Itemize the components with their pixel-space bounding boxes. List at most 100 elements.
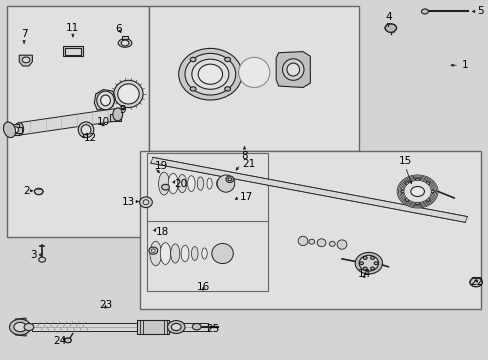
Text: 5: 5 bbox=[476, 6, 483, 17]
Circle shape bbox=[415, 178, 419, 181]
Circle shape bbox=[469, 278, 482, 287]
Circle shape bbox=[190, 87, 196, 91]
Text: 11: 11 bbox=[66, 23, 80, 33]
Ellipse shape bbox=[118, 84, 139, 104]
Ellipse shape bbox=[168, 173, 178, 194]
Ellipse shape bbox=[212, 249, 216, 258]
Ellipse shape bbox=[336, 240, 346, 249]
Ellipse shape bbox=[178, 48, 242, 100]
Text: 12: 12 bbox=[83, 134, 97, 143]
Ellipse shape bbox=[178, 175, 186, 193]
Ellipse shape bbox=[354, 252, 382, 274]
Bar bbox=[147, 221, 267, 291]
Circle shape bbox=[14, 322, 26, 332]
Ellipse shape bbox=[158, 172, 169, 195]
Ellipse shape bbox=[160, 243, 170, 264]
Ellipse shape bbox=[358, 255, 378, 271]
Circle shape bbox=[373, 262, 377, 265]
Text: 8: 8 bbox=[241, 151, 247, 161]
Ellipse shape bbox=[202, 248, 207, 259]
Circle shape bbox=[64, 338, 71, 343]
Ellipse shape bbox=[184, 53, 235, 95]
Polygon shape bbox=[15, 318, 26, 323]
Circle shape bbox=[400, 190, 404, 193]
Circle shape bbox=[370, 256, 374, 259]
Ellipse shape bbox=[398, 176, 436, 207]
Bar bbox=[122, 36, 128, 40]
Ellipse shape bbox=[113, 108, 122, 121]
Ellipse shape bbox=[151, 249, 155, 252]
Circle shape bbox=[190, 57, 196, 62]
Ellipse shape bbox=[317, 239, 325, 247]
Circle shape bbox=[363, 256, 366, 259]
Text: 24: 24 bbox=[53, 336, 66, 346]
Ellipse shape bbox=[282, 59, 304, 80]
Circle shape bbox=[410, 186, 424, 197]
Bar bbox=[7, 127, 21, 133]
Polygon shape bbox=[19, 55, 32, 66]
Ellipse shape bbox=[191, 59, 228, 89]
Bar bbox=[63, 46, 82, 56]
Circle shape bbox=[405, 198, 408, 201]
Ellipse shape bbox=[286, 63, 299, 76]
Text: 3: 3 bbox=[31, 250, 37, 260]
Text: 22: 22 bbox=[469, 277, 483, 287]
Ellipse shape bbox=[181, 245, 188, 262]
Circle shape bbox=[167, 320, 184, 333]
Ellipse shape bbox=[101, 95, 110, 106]
Text: 1: 1 bbox=[461, 60, 467, 70]
Circle shape bbox=[24, 323, 34, 330]
Bar bbox=[10, 125, 19, 135]
Circle shape bbox=[39, 257, 45, 262]
Text: 16: 16 bbox=[196, 282, 209, 292]
Circle shape bbox=[384, 24, 396, 32]
Circle shape bbox=[363, 267, 366, 270]
Circle shape bbox=[370, 267, 374, 270]
Ellipse shape bbox=[114, 80, 143, 108]
Text: 2: 2 bbox=[23, 186, 30, 197]
Ellipse shape bbox=[3, 122, 16, 138]
Ellipse shape bbox=[78, 122, 94, 138]
Text: 18: 18 bbox=[156, 227, 169, 237]
Ellipse shape bbox=[143, 200, 149, 205]
Polygon shape bbox=[94, 90, 115, 110]
Circle shape bbox=[34, 188, 43, 195]
Circle shape bbox=[171, 323, 181, 330]
Text: 25: 25 bbox=[205, 324, 219, 334]
Text: 7: 7 bbox=[21, 30, 27, 40]
Ellipse shape bbox=[399, 177, 434, 206]
Text: 17: 17 bbox=[239, 192, 252, 202]
Text: 6: 6 bbox=[115, 24, 122, 35]
Ellipse shape bbox=[198, 64, 222, 84]
Bar bbox=[6, 6, 149, 237]
Text: 4: 4 bbox=[384, 12, 391, 22]
Text: 15: 15 bbox=[398, 156, 411, 166]
Ellipse shape bbox=[149, 247, 158, 254]
Ellipse shape bbox=[238, 57, 269, 87]
Circle shape bbox=[359, 262, 363, 265]
Circle shape bbox=[192, 323, 201, 330]
Bar bbox=[147, 153, 267, 223]
Polygon shape bbox=[15, 330, 26, 336]
Circle shape bbox=[415, 202, 419, 205]
Ellipse shape bbox=[225, 176, 233, 183]
Bar bbox=[65, 48, 81, 55]
Text: 19: 19 bbox=[155, 161, 168, 171]
Ellipse shape bbox=[329, 241, 334, 246]
Ellipse shape bbox=[211, 243, 233, 264]
Circle shape bbox=[227, 178, 231, 181]
Text: 14: 14 bbox=[357, 269, 370, 279]
Bar bbox=[149, 6, 358, 151]
Bar bbox=[137, 320, 168, 334]
Text: 23: 23 bbox=[99, 300, 112, 310]
Polygon shape bbox=[151, 157, 467, 222]
Circle shape bbox=[161, 184, 169, 190]
Circle shape bbox=[429, 190, 433, 193]
Ellipse shape bbox=[298, 236, 307, 246]
Ellipse shape bbox=[170, 244, 180, 263]
Text: 20: 20 bbox=[173, 179, 186, 189]
Ellipse shape bbox=[216, 179, 220, 188]
Ellipse shape bbox=[15, 123, 23, 135]
Circle shape bbox=[9, 319, 31, 335]
Ellipse shape bbox=[97, 91, 114, 110]
